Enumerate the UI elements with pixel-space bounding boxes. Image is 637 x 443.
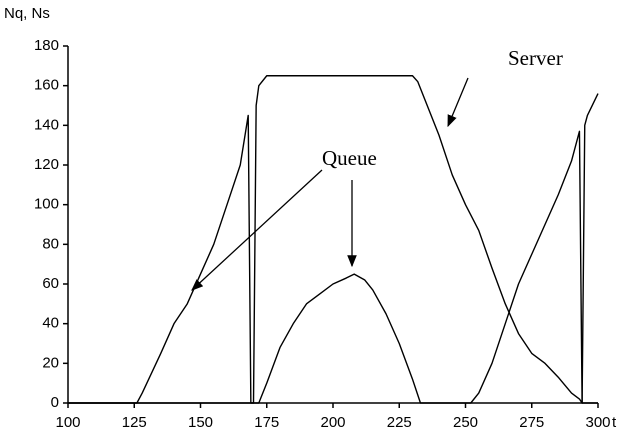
x-axis-label: t: [612, 414, 617, 431]
x-tick-label: 200: [320, 414, 345, 431]
x-tick-label: 225: [387, 414, 412, 431]
y-tick-label: 100: [34, 196, 59, 213]
x-tick-label: 100: [55, 414, 80, 431]
x-tick-label: 275: [519, 414, 544, 431]
arrow: [447, 77, 469, 128]
x-tick-label: 175: [254, 414, 279, 431]
y-tick-label: 120: [34, 156, 59, 173]
series-line: [68, 114, 598, 404]
y-tick-label: 80: [42, 235, 59, 252]
y-tick-label: 60: [42, 275, 59, 292]
y-tick-label: 160: [34, 77, 59, 94]
x-tick-label: 125: [122, 414, 147, 431]
series-line: [68, 75, 599, 404]
y-tick-label: 40: [42, 315, 59, 332]
y-tick-label: 0: [51, 394, 59, 411]
y-axis-label: Nq, Ns: [4, 5, 50, 22]
y-tick-label: 180: [34, 37, 59, 54]
annotation: Server: [508, 46, 563, 70]
x-tick-label: 250: [453, 414, 478, 431]
y-tick-label: 140: [34, 116, 59, 133]
arrow: [191, 169, 323, 291]
x-tick-label: 300: [585, 414, 610, 431]
x-tick-label: 150: [188, 414, 213, 431]
y-tick-label: 20: [42, 354, 59, 371]
annotation: Queue: [322, 146, 377, 170]
